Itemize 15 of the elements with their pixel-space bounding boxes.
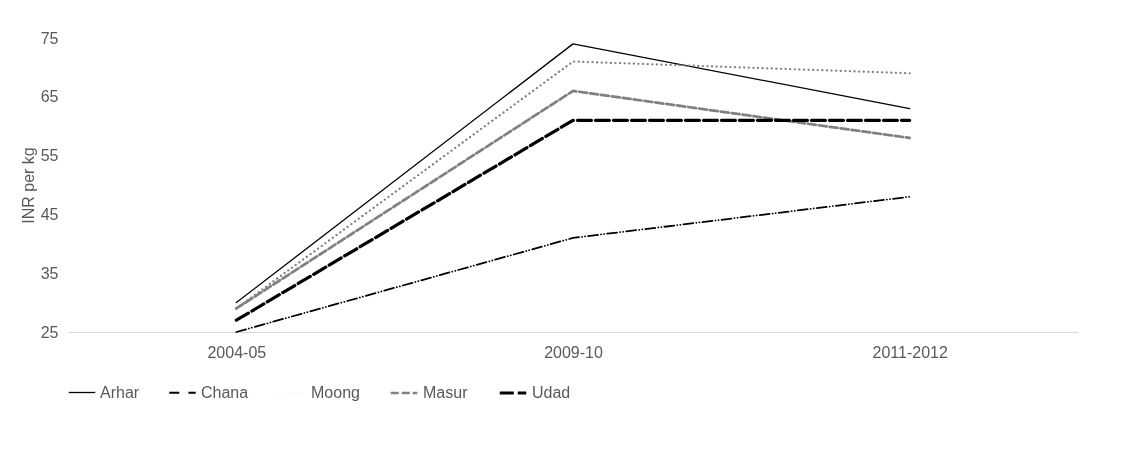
y-tick-label: 75 bbox=[40, 29, 59, 47]
legend-label: Arhar bbox=[100, 383, 140, 401]
y-tick-label: 45 bbox=[40, 205, 59, 223]
y-axis-title: INR per kg bbox=[19, 147, 37, 224]
legend-label: Moong bbox=[311, 383, 360, 401]
y-tick-label: 65 bbox=[40, 88, 59, 106]
y-tick-label: 35 bbox=[40, 264, 59, 282]
x-tick-label: 2004-05 bbox=[207, 343, 267, 361]
y-tick-label: 25 bbox=[40, 323, 59, 341]
legend-label: Masur bbox=[423, 384, 469, 401]
legend-label: Chana bbox=[201, 383, 249, 401]
x-tick-label: 2011-2012 bbox=[872, 343, 948, 361]
x-tick-label: 2009-10 bbox=[544, 343, 603, 361]
legend-label: Udad bbox=[532, 384, 571, 401]
y-tick-label: 55 bbox=[40, 147, 59, 165]
